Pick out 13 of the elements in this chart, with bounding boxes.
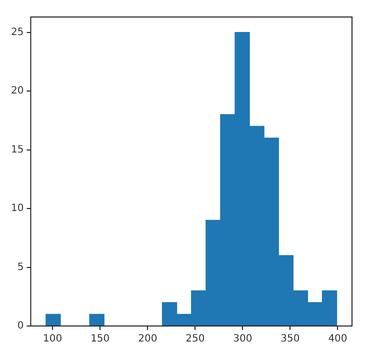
x-tick-label: 150 xyxy=(90,334,110,345)
y-tick-label: 20 xyxy=(10,86,24,97)
x-tick-label: 200 xyxy=(138,334,158,345)
y-tick-label: 15 xyxy=(10,144,24,156)
x-tick-label: 400 xyxy=(328,334,348,345)
y-tick-label: 25 xyxy=(10,26,24,38)
x-tick-label: 250 xyxy=(186,334,205,345)
x-tick-label: 300 xyxy=(233,334,252,345)
y-tick-label: 5 xyxy=(17,262,24,273)
x-tick-label: 350 xyxy=(280,334,300,345)
x-tick-label: 100 xyxy=(43,334,62,345)
y-tick-label: 0 xyxy=(17,320,24,332)
y-tick-label: 10 xyxy=(10,203,24,214)
